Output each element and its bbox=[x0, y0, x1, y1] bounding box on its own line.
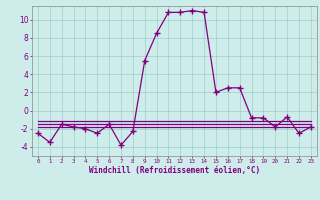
X-axis label: Windchill (Refroidissement éolien,°C): Windchill (Refroidissement éolien,°C) bbox=[89, 166, 260, 175]
